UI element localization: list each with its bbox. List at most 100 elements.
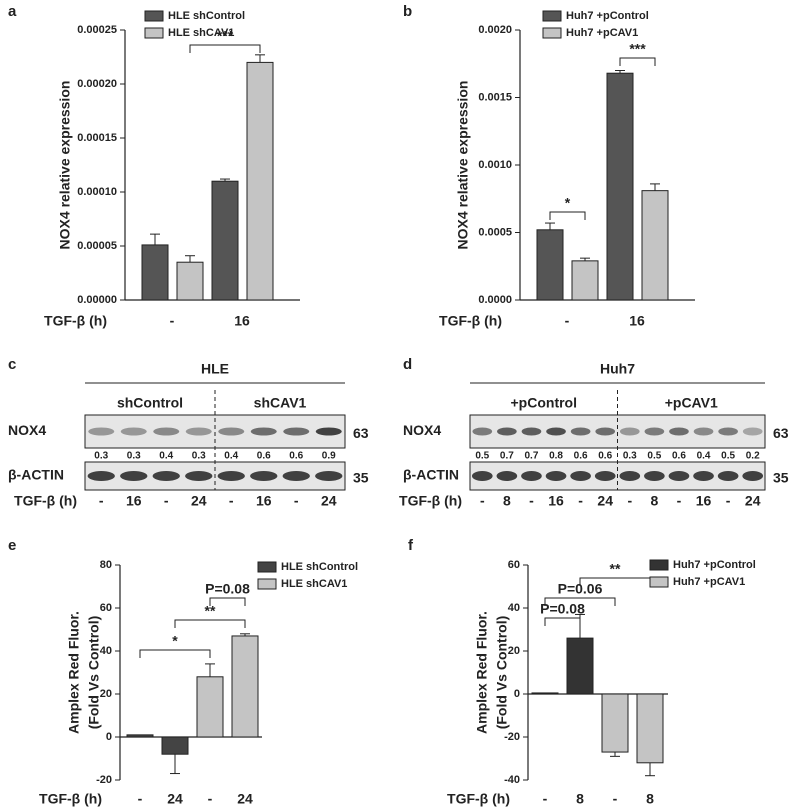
y-tick-label: 0.0020	[478, 24, 512, 36]
panel-letter: a	[8, 3, 17, 20]
band	[120, 471, 148, 481]
legend-swatch	[144, 10, 164, 22]
error-bar	[615, 70, 625, 74]
band	[619, 471, 641, 481]
lane-label: 16	[696, 493, 712, 509]
bar	[196, 676, 224, 738]
band	[717, 471, 739, 481]
lane-label: -	[578, 493, 583, 509]
lane-label: -	[229, 493, 234, 509]
band	[250, 427, 277, 436]
group-label: shControl	[117, 395, 183, 411]
band	[594, 471, 616, 481]
band	[250, 471, 278, 481]
band	[693, 471, 714, 481]
band	[497, 427, 517, 436]
y-tick-label: 0	[106, 731, 112, 743]
quantification: 0.5	[647, 451, 661, 462]
error-bar	[545, 222, 555, 230]
band	[693, 427, 714, 436]
legend-label: HLE shCAV1	[281, 578, 347, 590]
legend-swatch	[257, 578, 277, 590]
significance-label: *	[172, 633, 178, 649]
bar	[231, 635, 259, 738]
band	[742, 471, 764, 481]
quantification: 0.8	[549, 451, 563, 462]
row-label: NOX4	[8, 422, 46, 438]
y-tick-label: 0.0010	[478, 159, 512, 171]
bar	[246, 61, 274, 301]
x-tick-label: 16	[629, 313, 645, 329]
error-bar	[610, 752, 620, 757]
y-tick-label: 0.00010	[77, 186, 117, 198]
y-tick-label: 20	[100, 688, 112, 700]
y-tick-label: 40	[508, 602, 520, 614]
significance-label: ***	[217, 28, 234, 44]
quantification: 0.7	[525, 451, 539, 462]
band	[87, 471, 115, 481]
error-bar	[150, 233, 160, 245]
size-marker: 35	[773, 470, 789, 486]
significance-bracket	[139, 649, 211, 658]
lane-label: -	[99, 493, 104, 509]
error-bar	[240, 633, 250, 636]
y-tick-label: 0.0000	[478, 294, 512, 306]
y-tick-label: 20	[508, 645, 520, 657]
x-axis-label: TGF-β (h)	[447, 791, 510, 807]
quantification: 0.4	[159, 451, 173, 462]
quantification: 0.3	[623, 451, 637, 462]
y-axis-label: NOX4 relative expression	[57, 81, 73, 250]
lane-label: -	[677, 493, 682, 509]
lane-label: 24	[597, 493, 613, 509]
y-tick-label: -20	[504, 731, 520, 743]
x-tick-label: -	[170, 313, 175, 329]
legend-swatch	[144, 27, 164, 39]
panel-letter: d	[403, 356, 412, 373]
significance-bracket	[579, 577, 651, 586]
lane-label: 8	[503, 493, 511, 509]
legend-swatch	[542, 10, 562, 22]
chart-panel: f -40 -20 0 20 40 60 Amplex Red Fluor. (Fold Vs …	[408, 537, 756, 807]
blot-title: HLE	[201, 361, 229, 377]
x-axis-label: TGF-β (h)	[39, 791, 102, 807]
bar	[601, 693, 629, 753]
lane-label: 16	[126, 493, 142, 509]
significance-bracket	[189, 44, 261, 53]
bar	[126, 734, 154, 738]
significance-bracket	[619, 57, 656, 66]
lane-label: -	[294, 493, 299, 509]
chart-panel: a 0.00000 0.00005 0.00010 0.00015 0.00020 0.00…	[8, 3, 300, 329]
band	[153, 427, 180, 436]
quantification: 0.6	[598, 451, 612, 462]
error-bar	[185, 255, 195, 263]
x-tick-label: -	[208, 791, 213, 807]
size-marker: 63	[773, 425, 789, 441]
x-tick-label: 16	[234, 313, 250, 329]
error-bar	[205, 663, 215, 677]
legend-label: Huh7 +pCAV1	[566, 27, 638, 39]
band	[185, 471, 213, 481]
lane-label: 8	[650, 493, 658, 509]
error-bar	[650, 183, 660, 191]
y-tick-label: 60	[508, 559, 520, 571]
legend-swatch	[257, 561, 277, 573]
lane-label: -	[164, 493, 169, 509]
y-tick-label: 0.00015	[77, 132, 117, 144]
band	[496, 471, 518, 481]
quantification: 0.4	[224, 451, 238, 462]
significance-bracket	[209, 597, 246, 606]
legend-label: HLE shCAV1	[168, 27, 234, 39]
significance-label: **	[205, 603, 216, 619]
band	[152, 471, 180, 481]
band	[315, 471, 343, 481]
row-label: β-ACTIN	[8, 467, 64, 483]
quantification: 0.6	[574, 451, 588, 462]
panel-letter: c	[8, 356, 16, 373]
significance-bracket	[544, 617, 581, 626]
x-tick-label: 24	[167, 791, 183, 807]
band	[218, 427, 245, 436]
y-tick-label: 40	[100, 645, 112, 657]
significance-label: P=0.08	[540, 601, 585, 617]
legend-label: HLE shControl	[281, 561, 358, 573]
panel-letter: e	[8, 537, 16, 554]
